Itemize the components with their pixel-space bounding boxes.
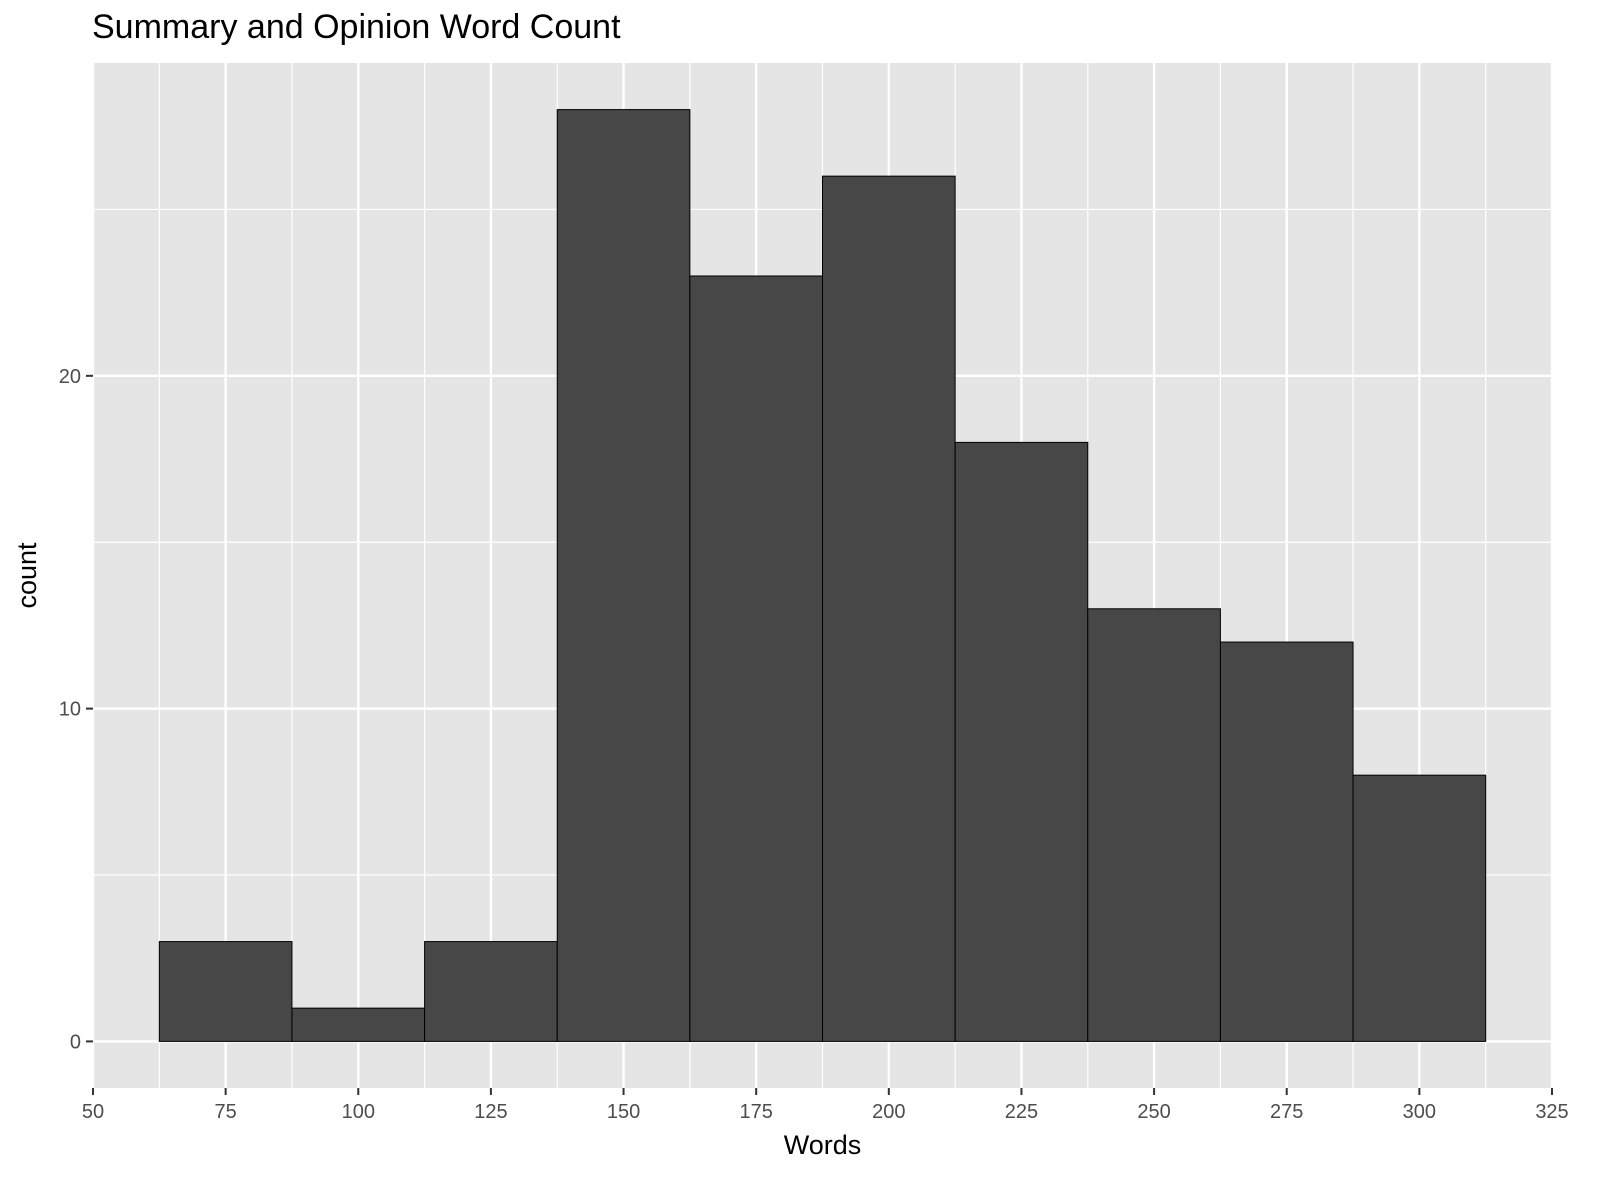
histogram-bars [158,109,1487,1042]
y-tick-label: 0 [70,1031,81,1053]
histogram-bar [556,109,691,1042]
x-tick-label: 175 [739,1101,772,1123]
histogram-bar [1352,774,1487,1042]
x-tick-label: 200 [872,1101,905,1123]
x-tick-label: 75 [215,1101,237,1123]
chart-title: Summary and Opinion Word Count [92,8,621,46]
x-tick-label: 275 [1270,1101,1303,1123]
y-axis: 0 10 20 [59,366,93,1053]
histogram-bar [954,441,1089,1042]
y-axis-title: count [12,542,42,609]
x-tick-label: 325 [1535,1101,1568,1123]
y-tick-label: 20 [59,366,81,388]
x-tick-label: 125 [474,1101,507,1123]
x-tick-label: 150 [607,1101,640,1123]
histogram-bar [822,175,956,1042]
histogram-bar [1087,608,1221,1042]
x-tick-label: 300 [1403,1101,1436,1123]
x-axis: 50 75 100 125 150 175 200 225 250 275 300 325 [82,1088,1569,1123]
histogram-bar [689,275,824,1042]
histogram-bar [1219,641,1354,1042]
x-tick-label: 100 [342,1101,375,1123]
x-tick-label: 250 [1137,1101,1170,1123]
histogram-bar [424,941,558,1042]
histogram-bar [291,1007,426,1042]
y-tick-label: 10 [59,699,81,721]
x-tick-label: 50 [82,1101,104,1123]
x-tick-label: 225 [1005,1101,1038,1123]
histogram-bar [158,941,293,1042]
x-axis-title: Words [784,1130,862,1160]
